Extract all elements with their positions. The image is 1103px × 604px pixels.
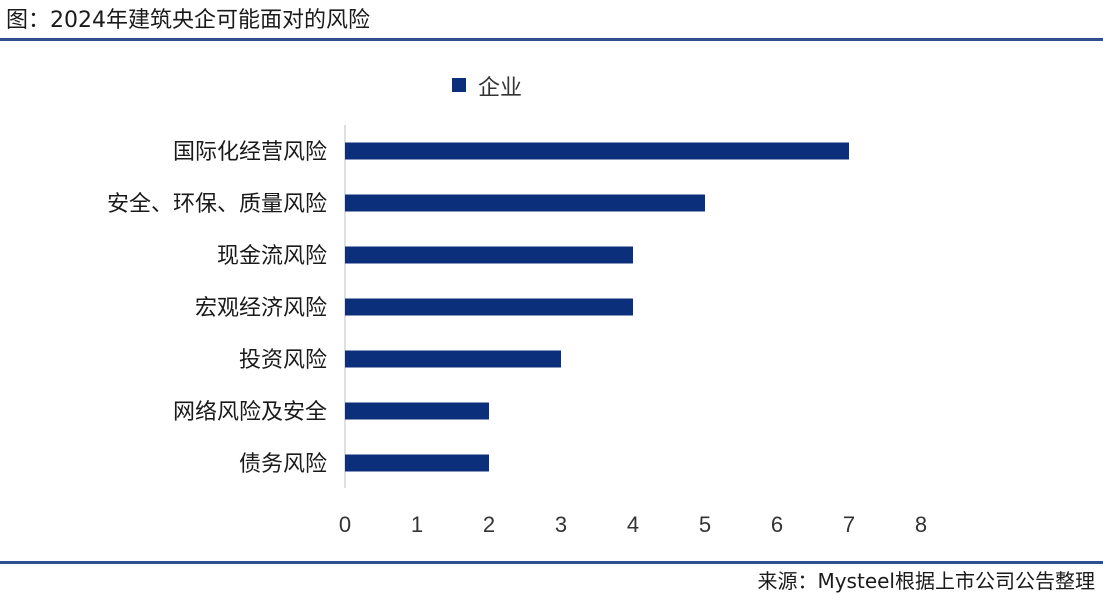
category-label: 安全、环保、质量风险 xyxy=(107,192,327,217)
bar xyxy=(345,350,561,368)
bar xyxy=(345,454,489,472)
legend-swatch xyxy=(452,78,466,92)
x-tick-label: 3 xyxy=(555,512,567,537)
x-tick-label: 5 xyxy=(699,512,711,537)
category-label: 网络风险及安全 xyxy=(173,400,327,425)
x-tick-label: 7 xyxy=(843,512,855,537)
x-tick-label: 0 xyxy=(339,512,351,537)
top-divider xyxy=(0,38,1103,41)
bottom-divider xyxy=(0,561,1103,564)
source-note: 来源：Mysteel根据上市公司公告整理 xyxy=(757,569,1095,593)
bar xyxy=(345,194,705,212)
x-tick-label: 8 xyxy=(915,512,927,537)
x-tick-label: 1 xyxy=(411,512,423,537)
category-label: 国际化经营风险 xyxy=(173,140,327,165)
category-label: 投资风险 xyxy=(239,348,327,373)
category-label: 宏观经济风险 xyxy=(195,296,327,321)
figure-title: 图：2024年建筑央企可能面对的风险 xyxy=(6,8,370,33)
bar xyxy=(345,298,633,316)
bar xyxy=(345,246,633,264)
legend-label: 企业 xyxy=(478,76,522,101)
x-tick-label: 6 xyxy=(771,512,783,537)
x-tick-label: 4 xyxy=(627,512,639,537)
bar xyxy=(345,402,489,420)
bar-chart: 企业国际化经营风险安全、环保、质量风险现金流风险宏观经济风险投资风险网络风险及安… xyxy=(107,76,927,537)
category-label: 现金流风险 xyxy=(217,244,327,269)
category-label: 债务风险 xyxy=(239,452,327,477)
bar xyxy=(345,142,849,160)
x-tick-label: 2 xyxy=(483,512,495,537)
